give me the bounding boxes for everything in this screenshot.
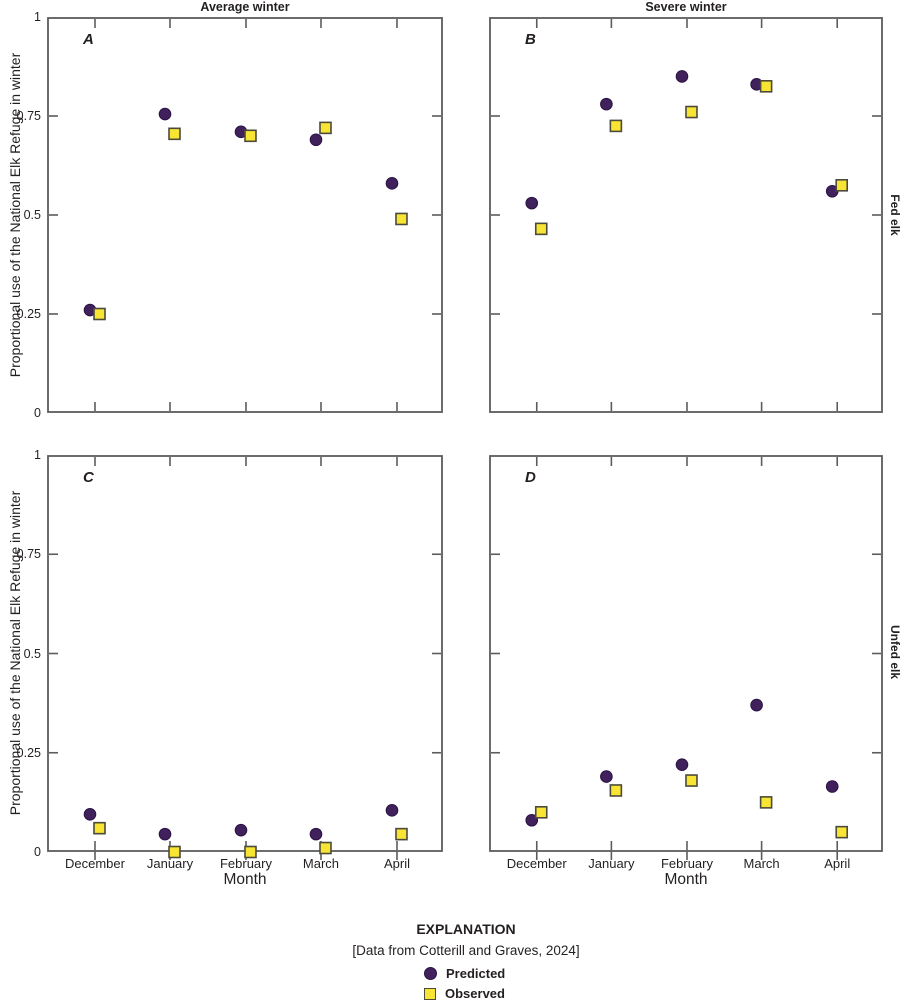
legend-item-predicted: Predicted <box>424 966 666 981</box>
x-tick-label: December <box>506 856 567 871</box>
column-title-severe-winter: Severe winter <box>645 0 727 14</box>
y-tick-label: 1 <box>34 9 41 24</box>
legend-title: EXPLANATION <box>416 921 516 937</box>
observed-point <box>395 827 408 841</box>
observed-point <box>244 845 257 859</box>
predicted-point <box>525 813 539 827</box>
x-axis-label-left: Month <box>223 871 267 888</box>
x-tick-label: April <box>824 856 851 871</box>
x-tick-label: December <box>65 856 125 871</box>
predicted-point <box>309 827 323 841</box>
x-tick-label: March <box>302 856 340 871</box>
x-tick-label: January <box>146 856 194 871</box>
observed-point <box>395 212 408 226</box>
y-tick-label: 0.5 <box>23 646 41 661</box>
predicted-point <box>385 177 399 190</box>
observed-point <box>759 796 773 809</box>
predicted-point <box>825 780 839 793</box>
panel-b: B <box>489 17 883 413</box>
column-title-average-winter: Average winter <box>200 0 290 14</box>
row-label-unfed-elk: Unfed elk <box>888 624 903 680</box>
observed-square-icon <box>424 987 436 1000</box>
panel-letter-a: A <box>83 31 94 48</box>
panel-d: D <box>489 455 883 860</box>
observed-point <box>244 129 257 143</box>
observed-point <box>319 841 332 855</box>
observed-point <box>835 825 849 839</box>
panel-b-plot <box>489 17 883 413</box>
observed-point <box>609 784 623 797</box>
observed-point <box>685 105 698 119</box>
x-tick-label: April <box>383 856 410 871</box>
row-label-fed-elk: Fed elk <box>888 194 903 236</box>
legend-source-note: [Data from Cotterill and Graves, 2024] <box>352 943 580 958</box>
y-tick-label: 0.75 <box>16 547 41 561</box>
y-tick-label: 0.5 <box>23 207 41 222</box>
legend-label-observed: Observed <box>445 986 505 1001</box>
panel-letter-d: D <box>525 469 536 486</box>
panel-letter-c: C <box>83 469 94 486</box>
predicted-point <box>675 70 689 83</box>
y-tick-label: 0.25 <box>16 306 41 321</box>
legend-label-predicted: Predicted <box>446 966 506 981</box>
predicted-point <box>750 698 763 712</box>
predicted-point <box>385 804 399 817</box>
observed-point <box>609 119 623 133</box>
x-tick-label: February <box>219 856 272 871</box>
observed-point <box>168 845 181 859</box>
observed-point <box>319 121 332 135</box>
predicted-point <box>600 97 613 111</box>
panel-c-plot <box>47 455 443 860</box>
observed-point <box>759 79 773 93</box>
observed-point <box>685 774 698 787</box>
x-tick-label: March <box>743 856 780 871</box>
panel-a: A <box>47 17 443 413</box>
y-tick-label: 0 <box>34 405 41 420</box>
predicted-point <box>158 107 172 121</box>
observed-point <box>93 821 106 835</box>
y-tick-label: 0.25 <box>16 745 41 760</box>
predicted-point <box>158 827 172 841</box>
predicted-point <box>83 807 97 821</box>
observed-point <box>168 127 181 141</box>
panel-a-plot <box>47 17 443 413</box>
x-tick-label: January <box>588 856 635 871</box>
x-axis-label-right: Month <box>664 871 708 888</box>
panel-letter-b: B <box>525 31 536 48</box>
observed-point <box>835 179 849 192</box>
y-tick-label: 1 <box>34 447 41 462</box>
predicted-point <box>525 196 539 210</box>
predicted-circle-icon <box>424 967 437 980</box>
observed-point <box>93 307 106 321</box>
x-tick-label: February <box>660 856 713 871</box>
predicted-point <box>309 133 323 147</box>
panel-c: C <box>47 455 443 860</box>
predicted-point <box>600 770 613 783</box>
predicted-point <box>234 823 248 837</box>
predicted-point <box>675 758 689 771</box>
legend-item-observed: Observed <box>424 986 666 1001</box>
observed-point <box>534 222 548 236</box>
panel-d-plot <box>489 455 883 860</box>
legend: EXPLANATION [Data from Cotterill and Gra… <box>266 921 666 1001</box>
y-tick-label: 0.75 <box>16 108 41 123</box>
observed-point <box>534 805 548 819</box>
y-tick-label: 0 <box>34 844 41 859</box>
